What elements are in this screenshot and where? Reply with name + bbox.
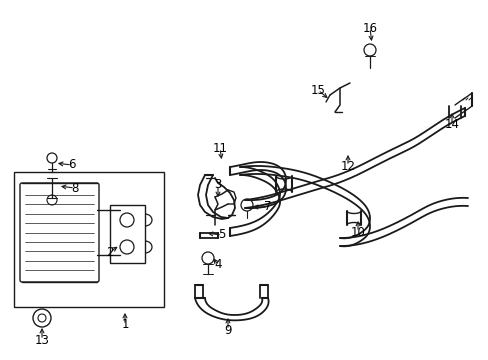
Text: 7: 7: [264, 201, 271, 213]
Text: 3: 3: [214, 179, 221, 192]
Text: 4: 4: [214, 258, 221, 271]
Text: 10: 10: [350, 225, 365, 238]
Text: 15: 15: [310, 84, 325, 96]
Text: 11: 11: [212, 141, 227, 154]
Text: 16: 16: [362, 22, 377, 35]
Text: 13: 13: [35, 333, 49, 346]
Text: 8: 8: [71, 181, 79, 194]
Text: 2: 2: [106, 246, 114, 258]
Text: 5: 5: [218, 229, 225, 242]
Bar: [110, 205, 145, 263]
Text: 9: 9: [224, 324, 231, 337]
Text: 6: 6: [68, 158, 76, 171]
Text: 12: 12: [340, 159, 355, 172]
Text: 14: 14: [444, 118, 459, 131]
Text: 1: 1: [121, 319, 128, 332]
Bar: [14, 172, 163, 307]
